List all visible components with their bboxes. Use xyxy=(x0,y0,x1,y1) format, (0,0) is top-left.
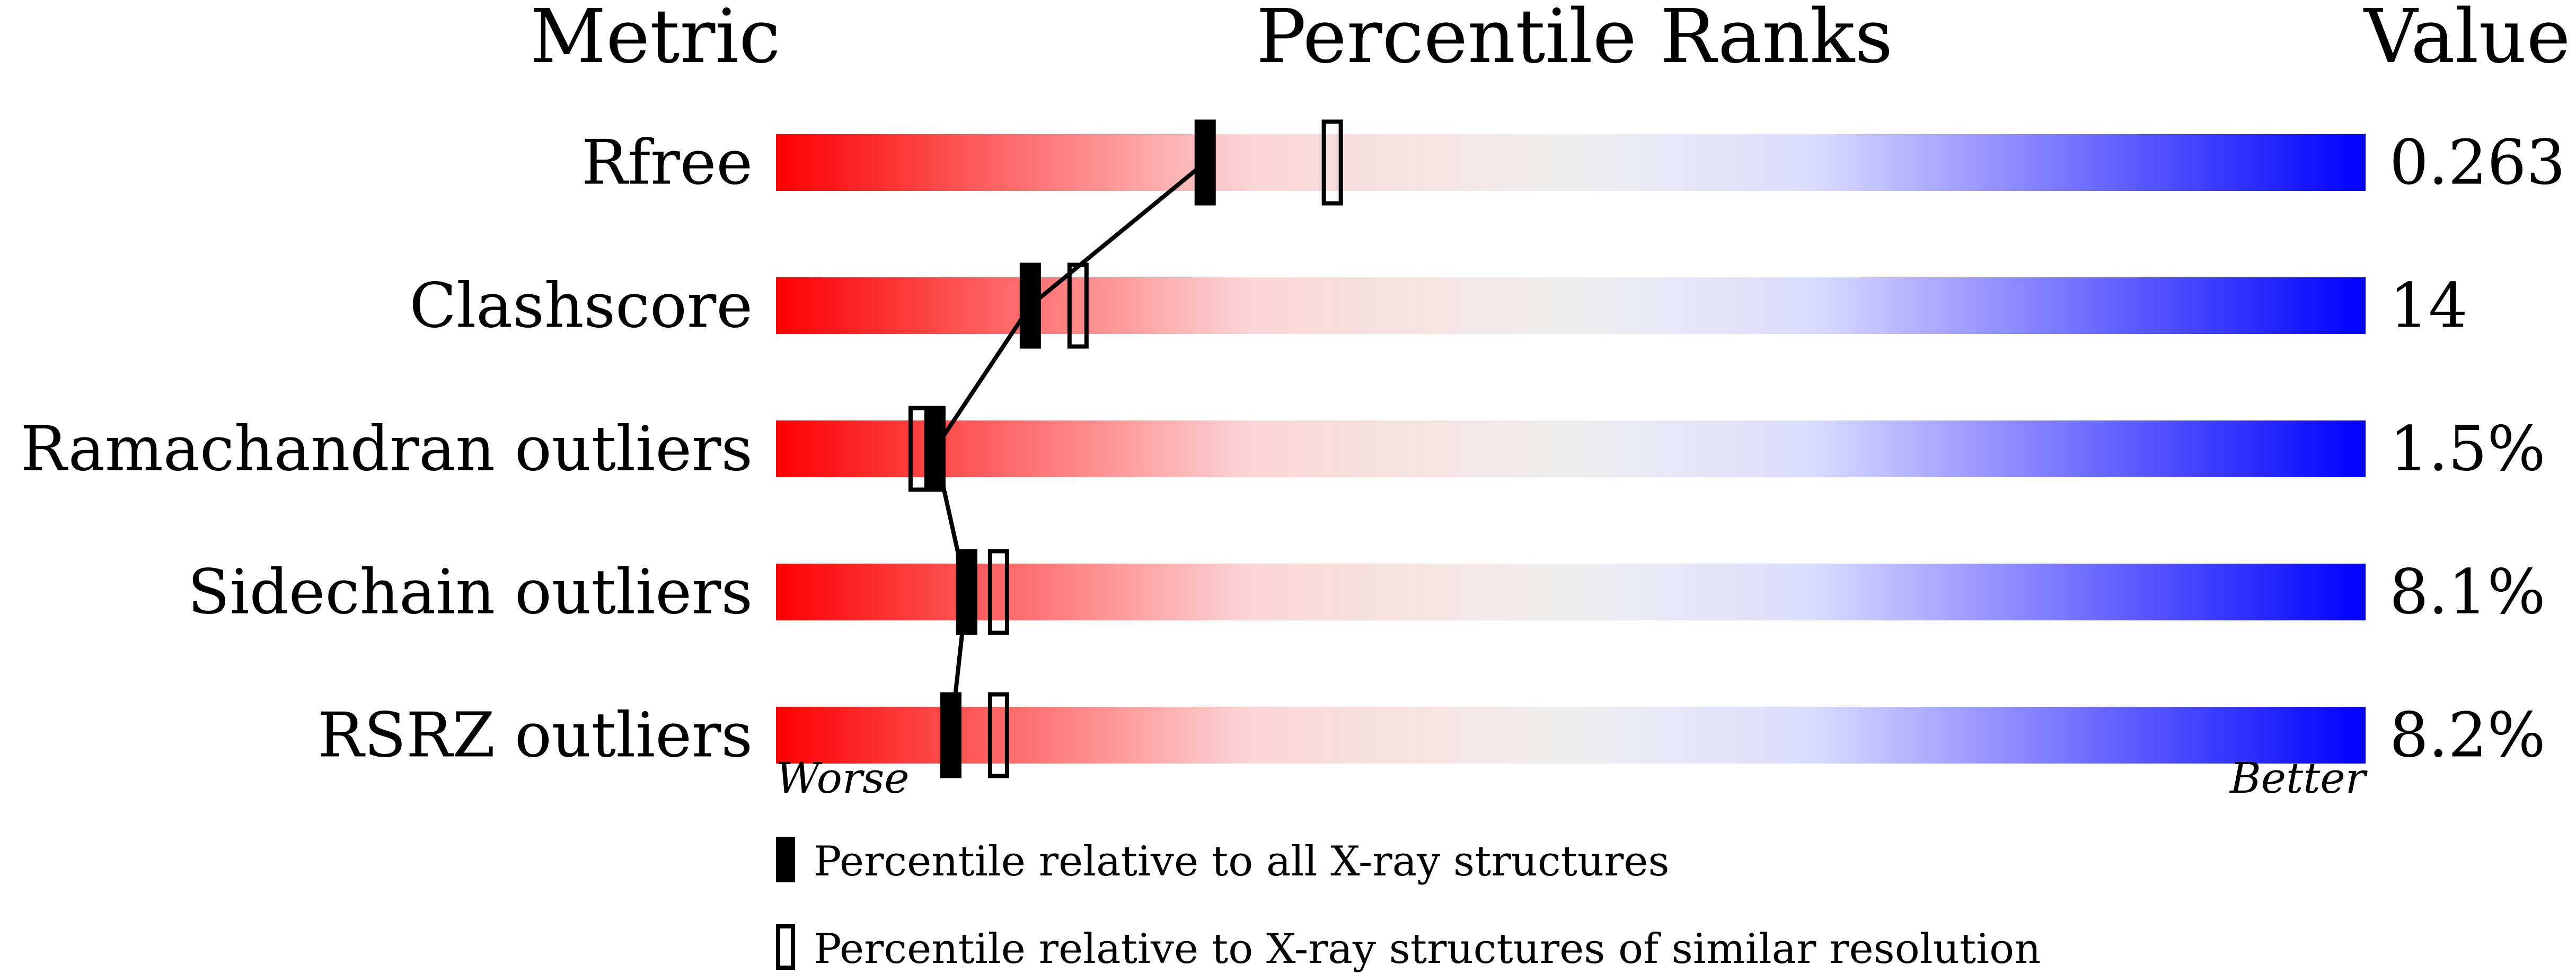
percentile-bar xyxy=(776,277,2366,334)
legend-all: Percentile relative to all X-ray structu… xyxy=(814,838,1670,886)
value-header: Value xyxy=(2364,0,2571,80)
marker-all-structures xyxy=(956,549,977,635)
percentile-bar xyxy=(776,707,2366,764)
marker-all-structures xyxy=(924,406,946,492)
marker-similar-resolution xyxy=(1321,119,1343,206)
marker-all-structures xyxy=(1194,119,1216,206)
marker-similar-resolution xyxy=(987,549,1009,635)
metric-value: 8.1% xyxy=(2389,557,2546,628)
percentile-bar xyxy=(776,420,2366,477)
percentile-bar xyxy=(776,564,2366,620)
metric-label: Rfree xyxy=(581,127,753,199)
legend-similar: Percentile relative to X-ray structures … xyxy=(814,925,2041,973)
metric-label: Ramachandran outliers xyxy=(21,414,753,485)
marker-all-structures xyxy=(1019,262,1041,349)
metric-value: 8.2% xyxy=(2389,700,2546,772)
percentile-bar xyxy=(776,134,2366,191)
metric-value: 14 xyxy=(2389,270,2468,342)
legend-filled-marker xyxy=(776,837,795,882)
marker-similar-resolution xyxy=(1067,262,1089,349)
metric-label: Sidechain outliers xyxy=(188,557,753,628)
metric-header: Metric xyxy=(530,0,781,80)
marker-all-structures xyxy=(940,692,961,778)
metric-value: 0.263 xyxy=(2389,127,2565,199)
metric-label: RSRZ outliers xyxy=(317,700,753,772)
metric-value: 1.5% xyxy=(2389,414,2546,485)
percentile-header: Percentile Ranks xyxy=(1256,0,1893,80)
worse-label: Worse xyxy=(776,753,910,803)
legend-open-marker xyxy=(776,924,795,970)
metric-label: Clashscore xyxy=(409,270,753,342)
better-label: Better xyxy=(2229,753,2368,803)
marker-similar-resolution xyxy=(987,692,1009,778)
